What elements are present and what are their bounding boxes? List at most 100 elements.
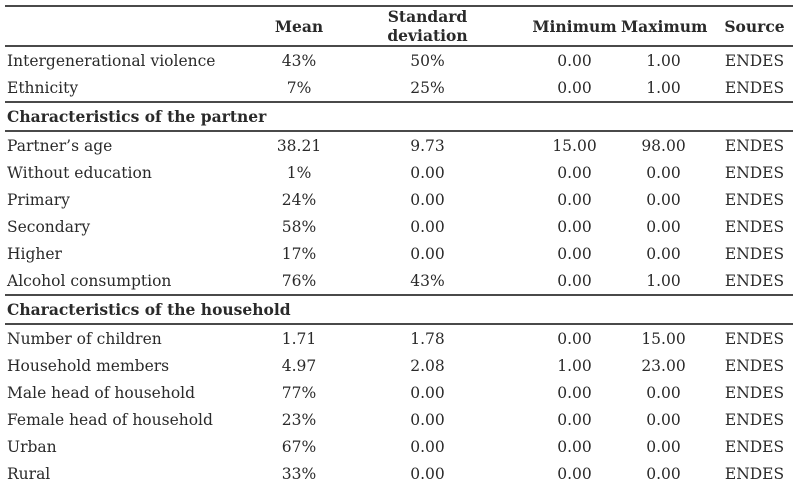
cell-maximum: 23.00 <box>641 356 686 375</box>
table-header-row: Mean Standard deviation Minimum Maximum … <box>5 6 793 47</box>
cell-mean: 34% <box>243 487 355 492</box>
col-header-source: Source <box>706 6 793 47</box>
cell-source: ENDES <box>724 410 785 429</box>
cell-mean: 17% <box>281 244 317 263</box>
section-title: Characteristics of the partner <box>5 101 793 132</box>
col-header-minimum: Minimum <box>500 6 621 47</box>
cell-minimum: 0.00 <box>557 464 592 483</box>
cell-mean: 24% <box>281 190 317 209</box>
table-row: Ethnicity 7% 25% 0.00 1.00 ENDES <box>5 74 793 102</box>
table-row: Male head of household 77% 0.00 0.00 0.0… <box>5 379 793 406</box>
cell-mean: 33% <box>281 464 317 483</box>
cell-minimum: 15.00 <box>552 136 597 155</box>
table-row: Intergenerational violence 43% 50% 0.00 … <box>5 46 793 74</box>
row-label: Number of children <box>7 329 162 348</box>
cell-mean: 43% <box>281 51 317 70</box>
cell-mean: 76% <box>281 271 317 290</box>
cell-maximum: 0.00 <box>646 217 681 236</box>
table-row: Partner’s age 38.21 9.73 15.00 98.00 END… <box>5 131 793 159</box>
cell-standard-deviation: 1.78 <box>410 329 445 348</box>
cell-mean: 4.97 <box>281 356 317 375</box>
cell-minimum: 0.00 <box>557 383 592 402</box>
cell-maximum: 0.00 <box>646 383 681 402</box>
cell-minimum: 0.00 <box>557 437 592 456</box>
cell-source: ENDES <box>724 163 785 182</box>
cell-maximum: 1.00 <box>646 78 681 97</box>
cell-standard-deviation: 2.08 <box>410 356 445 375</box>
cell-standard-deviation: 0.00 <box>410 410 445 429</box>
cell-maximum: 1.00 <box>621 487 706 492</box>
cell-standard-deviation: 0.00 <box>410 464 445 483</box>
cell-minimum: 0.00 <box>557 51 592 70</box>
summary-statistics-table: Mean Standard deviation Minimum Maximum … <box>5 5 793 492</box>
row-label: Primary <box>7 190 70 209</box>
cell-source: ENDES <box>706 487 793 492</box>
cell-standard-deviation: 47% <box>355 487 500 492</box>
cell-source: ENDES <box>724 271 785 290</box>
table-row: Higher 17% 0.00 0.00 0.00 ENDES <box>5 240 793 267</box>
table-row: Rural 33% 0.00 0.00 0.00 ENDES <box>5 460 793 487</box>
cell-minimum: 0.00 <box>557 190 592 209</box>
section-header-row: Characteristics of the partner <box>5 101 793 132</box>
cell-source: ENDES <box>724 78 785 97</box>
row-label: Without education <box>7 163 152 182</box>
cell-maximum: 0.00 <box>646 437 681 456</box>
row-label: Intergenerational violence <box>7 51 216 70</box>
cell-minimum: 0.00 <box>557 244 592 263</box>
cell-minimum: 0.00 <box>557 78 592 97</box>
cell-maximum: 0.00 <box>646 244 681 263</box>
row-label: Poverty <box>5 487 243 492</box>
row-label: Rural <box>7 464 51 483</box>
cell-source: ENDES <box>724 329 785 348</box>
table-row: Urban 67% 0.00 0.00 0.00 ENDES <box>5 433 793 460</box>
row-label: Alcohol consumption <box>7 271 172 290</box>
cell-maximum: 0.00 <box>646 464 681 483</box>
cell-standard-deviation: 0.00 <box>410 217 445 236</box>
cell-source: ENDES <box>724 437 785 456</box>
cell-maximum: 1.00 <box>646 51 681 70</box>
cell-source: ENDES <box>724 217 785 236</box>
cell-mean: 77% <box>281 383 317 402</box>
cell-source: ENDES <box>724 356 785 375</box>
row-label: Higher <box>7 244 62 263</box>
cell-standard-deviation: 0.00 <box>410 437 445 456</box>
cell-maximum: 0.00 <box>646 163 681 182</box>
cell-mean: 38.21 <box>276 136 322 155</box>
cell-standard-deviation: 0.00 <box>410 163 445 182</box>
cell-standard-deviation: 25% <box>410 78 445 97</box>
cell-minimum: 0.00 <box>500 487 621 492</box>
section-header-row: Characteristics of the household <box>5 294 793 325</box>
cell-minimum: 0.00 <box>557 271 592 290</box>
cell-mean: 58% <box>281 217 317 236</box>
row-label: Female head of household <box>7 410 213 429</box>
cell-maximum: 1.00 <box>646 271 681 290</box>
cell-minimum: 0.00 <box>557 217 592 236</box>
row-label: Partner’s age <box>7 136 113 155</box>
cell-source: ENDES <box>724 244 785 263</box>
col-header-empty <box>5 6 243 47</box>
cell-minimum: 0.00 <box>557 410 592 429</box>
cell-minimum: 1.00 <box>557 356 592 375</box>
cell-minimum: 0.00 <box>557 163 592 182</box>
cell-source: ENDES <box>724 190 785 209</box>
col-header-mean: Mean <box>243 6 355 47</box>
table-row: Poverty 34% 47% 0.00 1.00 ENDES <box>5 487 793 492</box>
col-header-maximum: Maximum <box>621 6 707 47</box>
cell-mean: 1.71 <box>281 329 317 348</box>
cell-minimum: 0.00 <box>557 329 592 348</box>
table-row: Number of children 1.71 1.78 0.00 15.00 … <box>5 324 793 352</box>
cell-standard-deviation: 0.00 <box>410 383 445 402</box>
cell-maximum: 15.00 <box>641 329 686 348</box>
cell-standard-deviation: 9.73 <box>410 136 445 155</box>
table-row: Primary 24% 0.00 0.00 0.00 ENDES <box>5 186 793 213</box>
row-label: Secondary <box>7 217 91 236</box>
table-row: Household members 4.97 2.08 1.00 23.00 E… <box>5 352 793 379</box>
row-label: Urban <box>7 437 57 456</box>
cell-maximum: 0.00 <box>646 410 681 429</box>
table-row: Secondary 58% 0.00 0.00 0.00 ENDES <box>5 213 793 240</box>
section-title: Characteristics of the household <box>5 294 793 325</box>
cell-source: ENDES <box>724 136 785 155</box>
cell-mean: 67% <box>281 437 317 456</box>
cell-standard-deviation: 50% <box>410 51 445 70</box>
table-row: Without education 1% 0.00 0.00 0.00 ENDE… <box>5 159 793 186</box>
